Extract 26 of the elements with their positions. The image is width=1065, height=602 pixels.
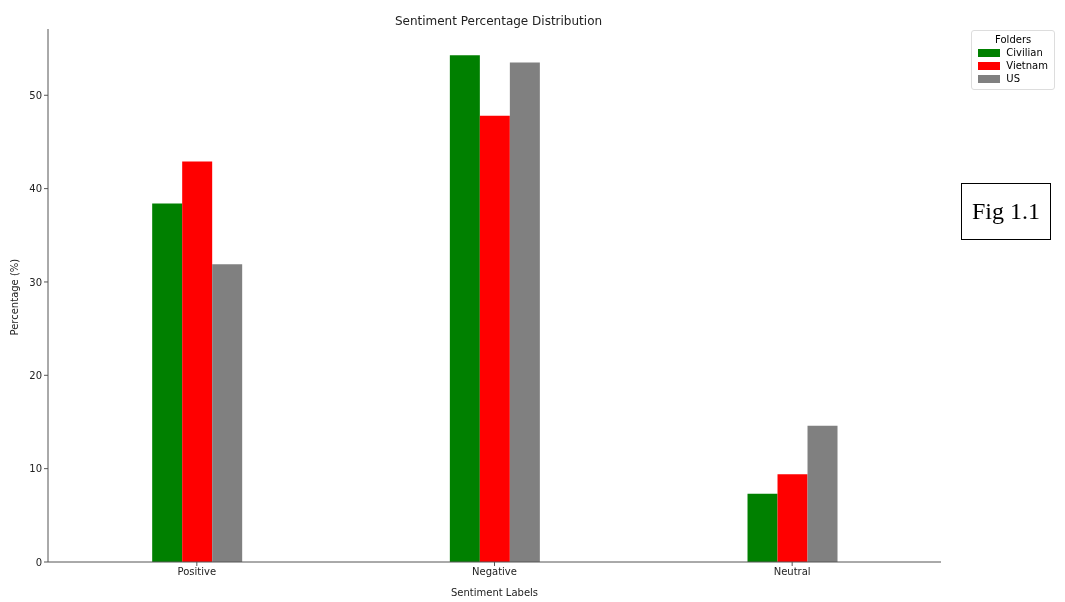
x-tick-label: Neutral [773, 566, 811, 578]
legend-label: Vietnam [1006, 60, 1048, 71]
bar [509, 62, 540, 562]
bar [777, 474, 808, 562]
bar [449, 55, 480, 562]
y-tick-label: 0 [35, 556, 42, 568]
y-tick-label: 50 [29, 89, 42, 101]
bar [152, 203, 183, 562]
y-tick-label: 10 [29, 463, 42, 475]
y-tick-label: 40 [29, 183, 42, 195]
y-tick-label: 30 [29, 276, 42, 288]
x-tick-label: Positive [177, 566, 217, 578]
x-axis-title: Sentiment Labels [450, 587, 539, 598]
bar [747, 493, 778, 562]
bar [182, 161, 213, 562]
legend-label: Civilian [1006, 47, 1043, 58]
y-axis-title: Percentage (%) [8, 258, 20, 336]
bar [479, 115, 510, 562]
bar [807, 425, 838, 562]
legend-label: US [1006, 73, 1020, 84]
y-tick-label: 20 [29, 369, 42, 381]
bar [212, 264, 243, 562]
caption: Fig 1.1 [961, 183, 1052, 240]
legend-title: Folders [994, 34, 1033, 45]
chart-title: Sentiment Percentage Distribution [393, 14, 604, 28]
x-tick-label: Negative [472, 566, 517, 578]
